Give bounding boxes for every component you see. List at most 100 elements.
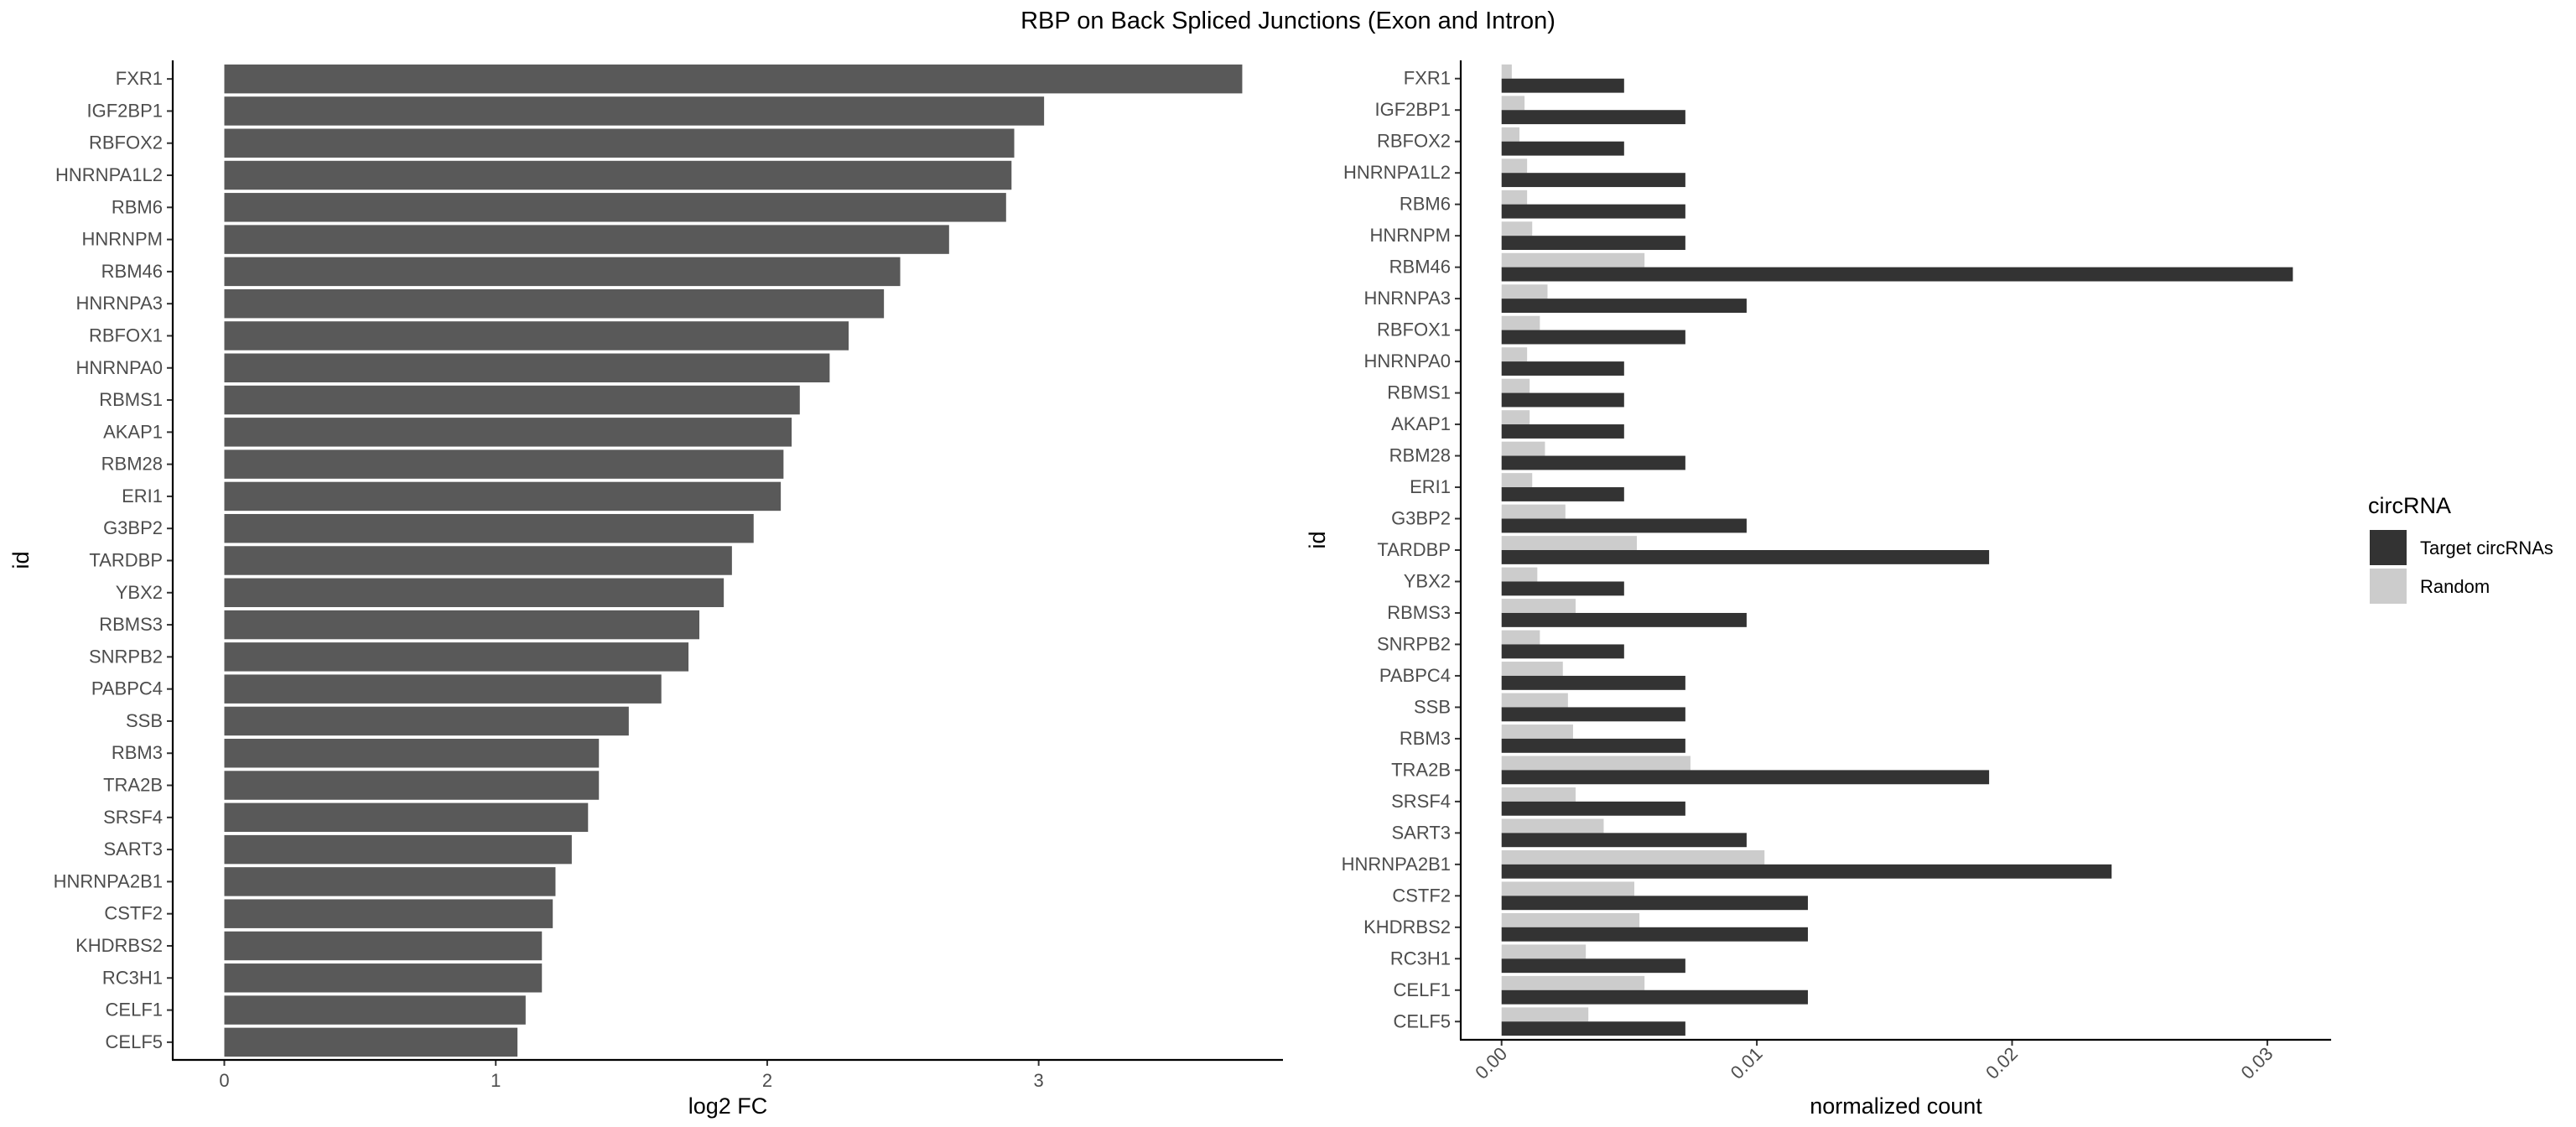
random-bar-rbfox1 xyxy=(1501,315,1540,330)
left-bar-rc3h1 xyxy=(224,963,543,993)
random-bar-rbms1 xyxy=(1501,378,1530,393)
left-bar-hnrnpa2b1 xyxy=(224,867,556,896)
right-y-tick-label-rbms1: RBMS1 xyxy=(1387,382,1451,403)
left-x-tick-label: 1 xyxy=(491,1070,501,1091)
left-y-tick-label-ybx2: YBX2 xyxy=(116,582,163,603)
left-y-tick-label-tra2b: TRA2B xyxy=(103,775,163,796)
right-y-tick-label-rbfox2: RBFOX2 xyxy=(1377,131,1451,152)
random-bar-rbm6 xyxy=(1501,190,1528,205)
right-y-tick-label-rbfox1: RBFOX1 xyxy=(1377,319,1451,340)
target-bar-hnrnpa1l2 xyxy=(1501,173,1685,188)
random-bar-celf1 xyxy=(1501,975,1645,990)
right-y-tick-label-sart3: SART3 xyxy=(1391,822,1451,843)
right-y-tick-label-g3bp2: G3BP2 xyxy=(1391,508,1451,529)
left-y-tick-label-rbfox1: RBFOX1 xyxy=(89,325,163,345)
right-y-tick-label-tardbp: TARDBP xyxy=(1377,539,1451,560)
left-bar-akap1 xyxy=(224,418,792,447)
target-bar-g3bp2 xyxy=(1501,518,1747,533)
left-bar-srsf4 xyxy=(224,802,589,833)
target-bar-khdrbs2 xyxy=(1501,927,1808,942)
right-y-tick-label-tra2b: TRA2B xyxy=(1391,759,1451,780)
left-x-tick-label: 3 xyxy=(1034,1070,1044,1091)
target-bar-rc3h1 xyxy=(1501,958,1685,974)
left-x-tick-label: 2 xyxy=(762,1070,772,1091)
random-bar-sart3 xyxy=(1501,818,1604,834)
left-y-tick-label-g3bp2: G3BP2 xyxy=(103,517,163,538)
random-bar-snrpb2 xyxy=(1501,630,1540,645)
right-y-axis-title: id xyxy=(1305,531,1330,548)
left-bar-ssb xyxy=(224,706,629,736)
legend-swatch-random xyxy=(2370,569,2407,604)
left-y-tick-label-sart3: SART3 xyxy=(103,839,163,860)
right-y-tick-label-rbm3: RBM3 xyxy=(1400,728,1451,749)
target-bar-rbfox1 xyxy=(1501,330,1685,345)
random-bar-rbm28 xyxy=(1501,441,1545,456)
right-y-tick-label-pabpc4: PABPC4 xyxy=(1379,665,1451,686)
right-y-tick-label-hnrnpm: HNRNPM xyxy=(1369,225,1451,246)
left-x-tick-label: 0 xyxy=(219,1070,229,1091)
left-y-tick-label-ssb: SSB xyxy=(126,710,163,731)
target-bar-fxr1 xyxy=(1501,78,1624,93)
left-y-tick-label-rbms1: RBMS1 xyxy=(99,389,163,410)
target-bar-celf5 xyxy=(1501,1021,1685,1036)
left-y-tick-label-khdrbs2: KHDRBS2 xyxy=(75,935,163,956)
left-bar-g3bp2 xyxy=(224,513,754,543)
target-bar-igf2bp1 xyxy=(1501,110,1685,125)
right-y-tick-label-hnrnpa0: HNRNPA0 xyxy=(1363,351,1451,371)
target-bar-akap1 xyxy=(1501,424,1624,439)
legend: circRNA Target circRNAs Random xyxy=(2368,493,2553,604)
chart-title: RBP on Back Spliced Junctions (Exon and … xyxy=(1021,8,1555,34)
target-bar-ssb xyxy=(1501,707,1685,722)
left-bars xyxy=(224,64,1243,1057)
left-bar-tra2b xyxy=(224,771,600,800)
left-y-tick-label-rbm3: RBM3 xyxy=(112,742,163,763)
right-y-tick-label-rbm28: RBM28 xyxy=(1389,445,1451,466)
right-y-tick-label-rbms3: RBMS3 xyxy=(1387,602,1451,623)
left-bar-cstf2 xyxy=(224,899,553,928)
right-y-tick-label-hnrnpa3: HNRNPA3 xyxy=(1363,288,1451,309)
random-bar-fxr1 xyxy=(1501,64,1512,79)
left-y-tick-label-rbm28: RBM28 xyxy=(101,454,163,475)
random-bar-hnrnpa1l2 xyxy=(1501,158,1528,174)
right-y-tick-label-fxr1: FXR1 xyxy=(1404,68,1451,89)
right-y-tick-label-hnrnpa2b1: HNRNPA2B1 xyxy=(1342,854,1451,875)
target-bar-rbfox2 xyxy=(1501,141,1624,156)
right-y-tick-label-rbm46: RBM46 xyxy=(1389,257,1451,278)
random-bar-igf2bp1 xyxy=(1501,96,1525,111)
left-y-tick-label-tardbp: TARDBP xyxy=(89,550,163,571)
right-y-tick-label-celf5: CELF5 xyxy=(1394,1010,1451,1031)
left-y-tick-label-hnrnpm: HNRNPM xyxy=(81,229,163,250)
left-y-tick-label-hnrnpa3: HNRNPA3 xyxy=(75,293,163,314)
right-y-tick-label-akap1: AKAP1 xyxy=(1391,413,1451,434)
left-x-ticks: 0 1 2 3 xyxy=(219,1060,1044,1091)
right-y-tick-label-ssb: SSB xyxy=(1414,696,1451,717)
left-bar-hnrnpa3 xyxy=(224,288,885,319)
target-bar-tardbp xyxy=(1501,550,1990,564)
legend-label-random: Random xyxy=(2420,576,2490,597)
right-x-tick-label: 0.01 xyxy=(1727,1043,1767,1083)
left-bar-celf5 xyxy=(224,1027,518,1057)
random-bar-rbfox2 xyxy=(1501,127,1520,142)
left-bar-celf1 xyxy=(224,995,526,1025)
left-panel: FXR1 IGF2BP1 RBFOX2 HNRNPA1L2 RBM6 HNRNPM RBM4… xyxy=(8,60,1283,1119)
target-bar-rbm6 xyxy=(1501,204,1685,219)
random-bar-hnrnpa2b1 xyxy=(1501,849,1765,865)
left-bar-eri1 xyxy=(224,481,782,512)
left-bar-rbms3 xyxy=(224,610,700,640)
left-y-tick-label-rbfox2: RBFOX2 xyxy=(89,132,163,153)
target-bar-eri1 xyxy=(1501,487,1624,501)
left-y-axis-title: id xyxy=(8,551,34,569)
left-bar-rbm46 xyxy=(224,257,901,287)
random-bar-eri1 xyxy=(1501,473,1533,488)
right-y-tick-label-rbm6: RBM6 xyxy=(1400,194,1451,215)
right-y-tick-label-khdrbs2: KHDRBS2 xyxy=(1363,917,1451,937)
right-bars xyxy=(1501,64,2293,1036)
left-bar-rbfox2 xyxy=(224,128,1015,158)
left-y-tick-label-hnrnpa2b1: HNRNPA2B1 xyxy=(54,870,163,891)
left-bar-hnrnpa1l2 xyxy=(224,160,1012,190)
right-panel: FXR1 IGF2BP1 RBFOX2 HNRNPA1L2 RBM6 HNRNPM RBM4… xyxy=(1305,60,2331,1119)
left-y-tick-labels: FXR1 IGF2BP1 RBFOX2 HNRNPA1L2 RBM6 HNRNPM RBM4… xyxy=(54,68,173,1052)
right-x-tick-label: 0.02 xyxy=(1981,1043,2022,1083)
right-y-tick-label-rc3h1: RC3H1 xyxy=(1390,948,1451,969)
